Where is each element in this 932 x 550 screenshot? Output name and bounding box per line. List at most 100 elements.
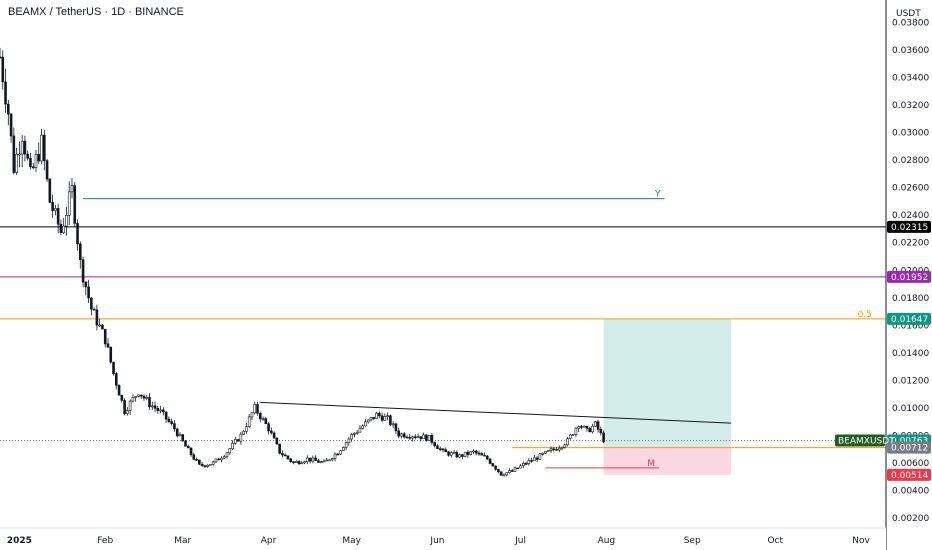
candle-body xyxy=(203,465,207,467)
time-tick-label: 2025 xyxy=(7,536,32,546)
candle-body xyxy=(555,449,558,451)
candle-body xyxy=(461,454,464,457)
candle-body xyxy=(339,450,342,455)
candle-body xyxy=(469,451,472,455)
candle-body xyxy=(519,465,522,469)
trendline[interactable] xyxy=(260,401,731,424)
time-tick-label: Sep xyxy=(684,536,701,546)
candle-body xyxy=(62,225,65,233)
candle-body xyxy=(378,412,381,417)
long-position-loss-zone[interactable] xyxy=(603,447,731,475)
candle-body xyxy=(150,405,154,408)
candle-body xyxy=(178,434,182,437)
time-tick-label: Oct xyxy=(767,536,783,546)
candles xyxy=(0,47,605,477)
candle-body xyxy=(563,444,567,448)
long-position-profit-zone[interactable] xyxy=(603,318,731,448)
price-tick-label: 0.03400 xyxy=(892,74,929,84)
candle-body xyxy=(389,415,392,425)
candle-body xyxy=(65,214,68,227)
candle-body xyxy=(596,421,600,430)
orange-level-upper-label: 0.5 xyxy=(858,310,872,320)
candle-body xyxy=(427,434,431,441)
candle-body xyxy=(56,208,60,225)
candle-body xyxy=(23,140,27,155)
candle-body xyxy=(15,153,18,173)
candle-body xyxy=(314,457,317,461)
time-axis[interactable] xyxy=(0,528,886,550)
candle-body xyxy=(433,442,436,447)
candle-body xyxy=(425,434,428,441)
candle-body xyxy=(549,448,553,451)
candle-body xyxy=(297,461,301,464)
candle-body xyxy=(391,423,395,426)
candle-body xyxy=(242,431,245,435)
price-tick-label: 0.03000 xyxy=(892,129,929,139)
candle-body xyxy=(256,404,259,414)
time-tick-label: Nov xyxy=(852,536,870,546)
candle-body xyxy=(574,427,578,435)
candle-body xyxy=(477,452,481,455)
black-level-tag-text: 0.02315 xyxy=(891,223,928,233)
candle-body xyxy=(533,457,536,462)
time-tick-label: Apr xyxy=(261,536,277,546)
time-tick-label: Mar xyxy=(174,536,191,546)
symbol-label-tag xyxy=(835,434,885,447)
candle-body xyxy=(344,442,348,448)
candle-body xyxy=(485,455,489,460)
price-tick-label: 0.01400 xyxy=(892,349,929,359)
candle-body xyxy=(164,411,168,420)
candle-body xyxy=(264,418,268,425)
candle-body xyxy=(286,455,290,460)
candle-body xyxy=(236,439,240,442)
candle-body xyxy=(557,447,561,451)
candle-body xyxy=(336,453,340,456)
candle-body xyxy=(98,324,101,327)
candle-body xyxy=(18,153,21,156)
candle-body xyxy=(40,134,43,162)
price-tick-label: 0.00400 xyxy=(892,487,929,497)
price-tick-label: 0.01800 xyxy=(892,294,929,304)
candle-body xyxy=(466,451,470,455)
candle-body xyxy=(67,191,71,216)
candle-body xyxy=(258,412,262,420)
candle-body xyxy=(51,202,54,211)
candle-body xyxy=(402,433,406,438)
candle-body xyxy=(247,416,251,428)
candle-body xyxy=(48,178,52,203)
candle-body xyxy=(333,453,337,459)
candle-body xyxy=(308,457,312,462)
candle-body xyxy=(42,134,46,162)
candle-body xyxy=(499,471,503,476)
candle-body xyxy=(253,404,257,414)
candle-body xyxy=(358,428,362,433)
candle-body xyxy=(26,153,29,159)
black-level-tag xyxy=(887,220,931,233)
candle-body xyxy=(502,474,506,477)
candle-body xyxy=(4,81,7,105)
candle-body xyxy=(494,465,497,470)
time-tick-label: Feb xyxy=(97,536,113,546)
candle-body xyxy=(220,457,223,461)
candle-body xyxy=(541,453,544,455)
candle-body xyxy=(306,457,309,462)
candle-body xyxy=(441,448,445,451)
blue-level-label: Y xyxy=(654,190,661,200)
candle-body xyxy=(211,461,215,465)
candle-body xyxy=(217,458,221,461)
candle-body xyxy=(521,463,525,467)
candle-body xyxy=(560,446,564,449)
candle-body xyxy=(245,426,248,432)
candle-body xyxy=(472,450,475,453)
candle-body xyxy=(530,460,533,462)
candle-body xyxy=(411,436,414,439)
candle-body xyxy=(175,428,179,437)
stop-price-tag xyxy=(887,468,931,481)
candle-body xyxy=(577,426,580,429)
purple-level-tag xyxy=(887,270,931,283)
candle-body xyxy=(173,423,176,430)
candle-body xyxy=(438,448,442,451)
